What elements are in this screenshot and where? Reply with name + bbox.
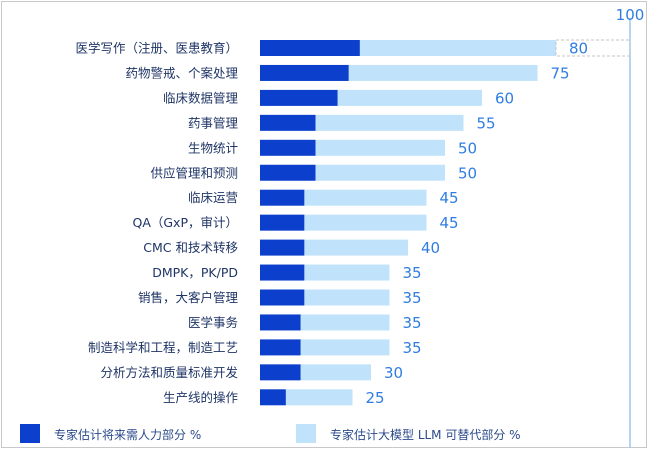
total-value-label: 30 [384, 364, 403, 382]
bar-llm [304, 239, 408, 256]
bar-llm [315, 139, 445, 156]
bar-human [260, 164, 316, 181]
category-label: 生物统计 [188, 140, 238, 155]
bar-llm [348, 64, 538, 81]
category-label: CMC 和技术转移 [143, 240, 238, 255]
legend-swatch-human [20, 424, 40, 443]
category-label: 分析方法和质量标准开发 [100, 365, 238, 380]
bar-llm [304, 264, 390, 281]
total-value-label: 35 [403, 289, 422, 307]
bar-human [260, 314, 301, 331]
total-value-label: 55 [477, 114, 496, 132]
bar-llm [304, 289, 390, 306]
bar-llm [315, 164, 445, 181]
bar-human [260, 239, 305, 256]
total-value-label: 80 [569, 40, 588, 58]
category-label: 临床运营 [188, 190, 238, 205]
bar-llm [300, 364, 371, 381]
bar-human [260, 264, 305, 281]
category-label: DMPK，PK/PD [152, 265, 238, 280]
bar-llm [359, 40, 556, 56]
bar-human [260, 289, 305, 306]
bar-llm [300, 339, 390, 356]
bar-llm [304, 214, 427, 231]
category-label: 药物警戒、个案处理 [125, 65, 238, 80]
bar-human [260, 64, 349, 81]
total-value-label: 45 [440, 189, 459, 207]
total-value-label: 25 [366, 389, 385, 407]
category-label: 药事管理 [188, 115, 239, 130]
bar-llm [300, 314, 390, 331]
legend-label-llm: 专家估计大模型 LLM 可替代部分 % [330, 427, 521, 442]
category-label: QA（GxP，审计） [132, 215, 238, 230]
category-label: 医学事务 [188, 315, 238, 330]
total-value-label: 75 [551, 64, 570, 82]
bar-llm [315, 114, 464, 131]
legend-label-human: 专家估计将来需人力部分 % [54, 427, 201, 442]
category-label: 销售，大客户管理 [138, 290, 239, 305]
total-value-label: 35 [403, 314, 422, 332]
bar-human [260, 139, 316, 156]
bar-llm [285, 389, 353, 406]
bar-llm [337, 89, 482, 106]
bar-human [260, 214, 305, 231]
total-value-label: 50 [458, 164, 477, 182]
total-value-label: 35 [403, 264, 422, 282]
bar-llm [304, 189, 427, 206]
bar-human [260, 389, 286, 406]
category-label: 临床数据管理 [163, 90, 239, 105]
category-label: 供应管理和预测 [150, 165, 238, 180]
gap-to-100-box [555, 39, 631, 57]
bar-human [260, 40, 360, 56]
bar-human [260, 189, 305, 206]
bar-human [260, 339, 301, 356]
reference-line-label: 100 [616, 6, 645, 24]
category-label: 生产线的操作 [163, 390, 239, 405]
bar-human [260, 364, 301, 381]
total-value-label: 60 [495, 89, 514, 107]
category-label: 制造科学和工程，制造工艺 [88, 340, 238, 355]
total-value-label: 35 [403, 339, 422, 357]
bar-human [260, 114, 316, 131]
total-value-label: 50 [458, 139, 477, 157]
legend-swatch-llm [296, 424, 316, 443]
category-label: 医学写作（注册、医患教育） [75, 41, 238, 56]
total-value-label: 40 [421, 239, 440, 257]
total-value-label: 45 [440, 214, 459, 232]
bar-human [260, 89, 338, 106]
